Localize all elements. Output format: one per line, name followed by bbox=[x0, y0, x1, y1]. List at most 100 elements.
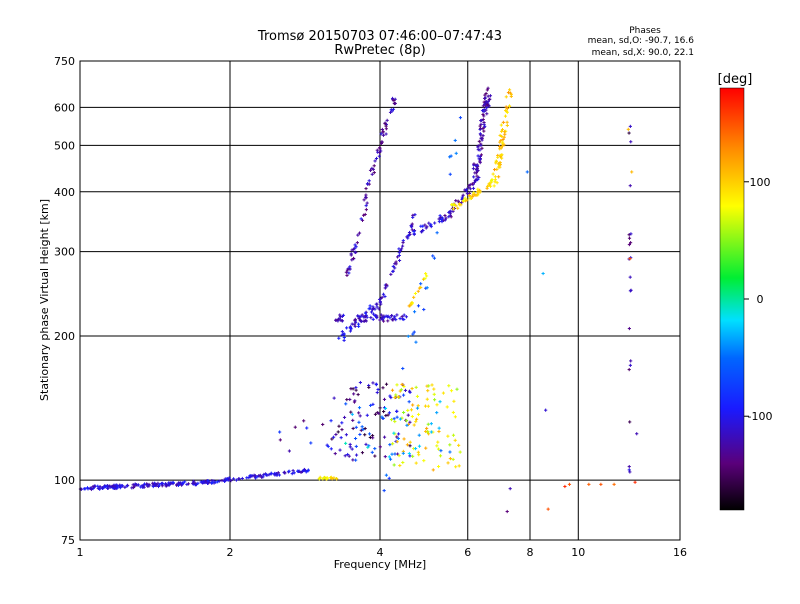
data-point bbox=[160, 484, 164, 488]
data-point bbox=[391, 107, 396, 111]
data-point bbox=[377, 411, 381, 415]
data-point bbox=[358, 319, 363, 323]
data-point bbox=[478, 188, 482, 193]
data-point bbox=[413, 213, 417, 217]
data-point bbox=[335, 477, 339, 481]
data-point bbox=[384, 127, 388, 131]
data-point bbox=[106, 486, 110, 490]
data-point bbox=[446, 434, 450, 438]
data-point bbox=[388, 316, 392, 320]
data-point bbox=[478, 132, 482, 136]
data-point bbox=[544, 408, 548, 412]
data-point bbox=[367, 432, 372, 436]
y-tick-label: 400 bbox=[54, 186, 75, 199]
data-point bbox=[424, 429, 428, 434]
data-point bbox=[401, 410, 406, 415]
data-point bbox=[259, 475, 264, 479]
data-point bbox=[446, 461, 450, 465]
data-point bbox=[368, 168, 373, 172]
data-point bbox=[329, 419, 333, 423]
data-point bbox=[455, 387, 459, 391]
data-point bbox=[355, 241, 359, 245]
data-point bbox=[506, 90, 511, 95]
data-point bbox=[612, 482, 616, 486]
data-point bbox=[100, 486, 105, 490]
data-point bbox=[481, 112, 485, 117]
data-point bbox=[504, 105, 508, 109]
y-tick-label: 500 bbox=[54, 139, 75, 152]
data-point bbox=[398, 417, 402, 421]
data-point bbox=[287, 469, 291, 473]
data-point bbox=[417, 444, 422, 448]
data-point bbox=[451, 410, 455, 415]
data-point bbox=[396, 395, 401, 399]
data-point bbox=[231, 477, 236, 481]
data-point bbox=[252, 473, 256, 477]
data-point bbox=[628, 241, 633, 245]
data-point bbox=[344, 402, 348, 406]
data-point bbox=[347, 454, 351, 458]
data-point bbox=[336, 317, 340, 322]
y-tick-label: 750 bbox=[54, 55, 75, 68]
data-point bbox=[426, 432, 431, 436]
data-point bbox=[330, 437, 334, 441]
data-point bbox=[629, 359, 633, 363]
data-point bbox=[436, 440, 440, 444]
data-point bbox=[484, 108, 488, 112]
data-point bbox=[379, 132, 383, 136]
data-point bbox=[426, 389, 430, 393]
data-point bbox=[478, 157, 483, 161]
data-point bbox=[421, 228, 425, 233]
data-point bbox=[278, 430, 282, 434]
y-tick-label: 200 bbox=[54, 330, 75, 343]
data-point bbox=[302, 419, 306, 423]
data-point bbox=[384, 132, 388, 136]
data-point bbox=[369, 316, 373, 320]
data-point bbox=[136, 483, 141, 487]
data-point bbox=[354, 245, 358, 249]
data-point bbox=[353, 324, 357, 328]
data-point bbox=[599, 482, 603, 486]
data-point bbox=[167, 483, 171, 487]
data-point bbox=[384, 414, 388, 418]
data-point bbox=[456, 199, 460, 203]
data-point bbox=[109, 485, 113, 489]
data-point bbox=[272, 472, 276, 476]
data-point bbox=[412, 330, 416, 334]
data-point bbox=[419, 282, 423, 286]
data-point bbox=[399, 388, 403, 392]
data-point bbox=[191, 479, 196, 483]
data-point bbox=[493, 178, 498, 182]
data-point bbox=[356, 392, 360, 397]
data-point bbox=[379, 149, 383, 153]
data-point bbox=[383, 406, 388, 411]
data-point bbox=[424, 226, 428, 230]
data-point bbox=[358, 380, 363, 385]
data-point bbox=[500, 144, 505, 148]
data-point bbox=[431, 254, 435, 258]
data-point bbox=[478, 160, 482, 165]
data-point bbox=[339, 436, 343, 440]
y-tick-label: 75 bbox=[61, 534, 75, 547]
data-point bbox=[378, 300, 382, 304]
data-point bbox=[157, 483, 162, 487]
data-point bbox=[216, 480, 220, 484]
data-point bbox=[390, 318, 394, 322]
data-point bbox=[409, 223, 413, 228]
data-point bbox=[627, 242, 631, 247]
data-point bbox=[452, 203, 456, 207]
data-point bbox=[627, 131, 631, 135]
data-point bbox=[389, 395, 393, 400]
data-point bbox=[301, 469, 305, 473]
data-point bbox=[448, 172, 452, 176]
data-point bbox=[627, 367, 631, 372]
data-point bbox=[342, 335, 346, 340]
data-point bbox=[398, 249, 403, 253]
data-point bbox=[400, 382, 404, 387]
data-point bbox=[370, 450, 374, 454]
data-point bbox=[438, 214, 442, 218]
data-point bbox=[482, 107, 486, 112]
data-point bbox=[423, 404, 428, 408]
data-point bbox=[346, 452, 350, 457]
data-point bbox=[627, 233, 631, 237]
